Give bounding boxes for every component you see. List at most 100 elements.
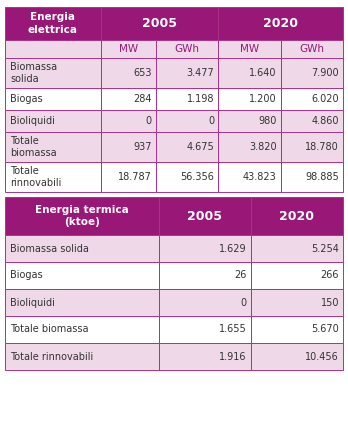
Text: 6.020: 6.020 (311, 94, 339, 104)
Bar (5, 197, 159, 235)
Bar (156, 110, 218, 132)
Bar (218, 162, 281, 192)
Bar (281, 40, 343, 58)
Text: 653: 653 (133, 68, 152, 78)
Text: 284: 284 (133, 94, 152, 104)
Bar (159, 197, 251, 235)
Text: 4.860: 4.860 (311, 116, 339, 126)
Bar (218, 40, 281, 58)
Text: 150: 150 (321, 298, 339, 308)
Bar (251, 343, 343, 370)
Text: 5.670: 5.670 (311, 325, 339, 334)
Text: 2020: 2020 (279, 210, 315, 223)
Text: 2005: 2005 (142, 17, 177, 30)
Text: Biogas: Biogas (10, 94, 42, 104)
Text: 980: 980 (259, 116, 277, 126)
Text: 1.198: 1.198 (187, 94, 214, 104)
Text: 0: 0 (208, 116, 214, 126)
Text: 18.780: 18.780 (305, 142, 339, 152)
Bar (5, 40, 101, 58)
Bar (5, 289, 159, 316)
Text: Energia
elettrica: Energia elettrica (28, 12, 78, 35)
Bar (101, 110, 156, 132)
Text: Biogas: Biogas (10, 270, 42, 280)
Bar (159, 316, 251, 343)
Text: 1.640: 1.640 (249, 68, 277, 78)
Text: Energia termica
(ktoe): Energia termica (ktoe) (35, 205, 129, 227)
Bar (281, 88, 343, 110)
Text: Biomassa solida: Biomassa solida (10, 244, 89, 253)
Bar (5, 132, 101, 162)
Text: Bioliquidi: Bioliquidi (10, 298, 55, 308)
Bar (251, 316, 343, 343)
Bar (218, 58, 281, 88)
Bar (159, 289, 251, 316)
Bar (281, 58, 343, 88)
Text: 56.356: 56.356 (180, 172, 214, 182)
Text: Totale rinnovabili: Totale rinnovabili (10, 351, 93, 362)
Bar (5, 162, 101, 192)
Bar (251, 289, 343, 316)
Text: 3.477: 3.477 (187, 68, 214, 78)
Text: Biomassa
solida: Biomassa solida (10, 62, 57, 84)
Text: 2020: 2020 (263, 17, 298, 30)
Bar (156, 58, 218, 88)
Bar (101, 162, 156, 192)
Text: 1.655: 1.655 (219, 325, 247, 334)
Bar (5, 88, 101, 110)
Text: 0: 0 (145, 116, 152, 126)
Bar (156, 162, 218, 192)
Text: 4.675: 4.675 (187, 142, 214, 152)
Bar (281, 132, 343, 162)
Bar (5, 262, 159, 289)
Text: Totale biomassa: Totale biomassa (10, 325, 88, 334)
Text: 2005: 2005 (187, 210, 222, 223)
Text: 937: 937 (133, 142, 152, 152)
Text: 5.254: 5.254 (311, 244, 339, 253)
Bar (101, 58, 156, 88)
Bar (156, 88, 218, 110)
Bar (218, 88, 281, 110)
Text: Totale
biomassa: Totale biomassa (10, 136, 57, 158)
Bar (218, 110, 281, 132)
Bar (101, 88, 156, 110)
Bar (101, 132, 156, 162)
Bar (5, 235, 159, 262)
Text: MW: MW (119, 44, 138, 54)
Text: GWh: GWh (174, 44, 199, 54)
Bar (101, 40, 156, 58)
Bar (218, 132, 281, 162)
Bar (5, 110, 101, 132)
Bar (5, 343, 159, 370)
Bar (159, 262, 251, 289)
Text: Bioliquidi: Bioliquidi (10, 116, 55, 126)
Bar (251, 197, 343, 235)
Text: 1.916: 1.916 (219, 351, 247, 362)
Bar (159, 235, 251, 262)
Bar (281, 110, 343, 132)
Text: 1.629: 1.629 (219, 244, 247, 253)
Text: Totale
rinnovabili: Totale rinnovabili (10, 166, 61, 188)
Bar (156, 40, 218, 58)
Bar (251, 262, 343, 289)
Text: 3.820: 3.820 (249, 142, 277, 152)
Text: GWh: GWh (299, 44, 324, 54)
Text: 43.823: 43.823 (243, 172, 277, 182)
Bar (218, 7, 343, 40)
Text: 266: 266 (321, 270, 339, 280)
Text: 7.900: 7.900 (311, 68, 339, 78)
Bar (5, 7, 101, 40)
Bar (251, 235, 343, 262)
Text: 98.885: 98.885 (305, 172, 339, 182)
Text: 26: 26 (235, 270, 247, 280)
Bar (159, 343, 251, 370)
Text: 10.456: 10.456 (305, 351, 339, 362)
Text: 0: 0 (241, 298, 247, 308)
Bar (101, 7, 218, 40)
Bar (156, 132, 218, 162)
Text: 18.787: 18.787 (118, 172, 152, 182)
Bar (281, 162, 343, 192)
Text: MW: MW (240, 44, 259, 54)
Bar (5, 58, 101, 88)
Bar (5, 316, 159, 343)
